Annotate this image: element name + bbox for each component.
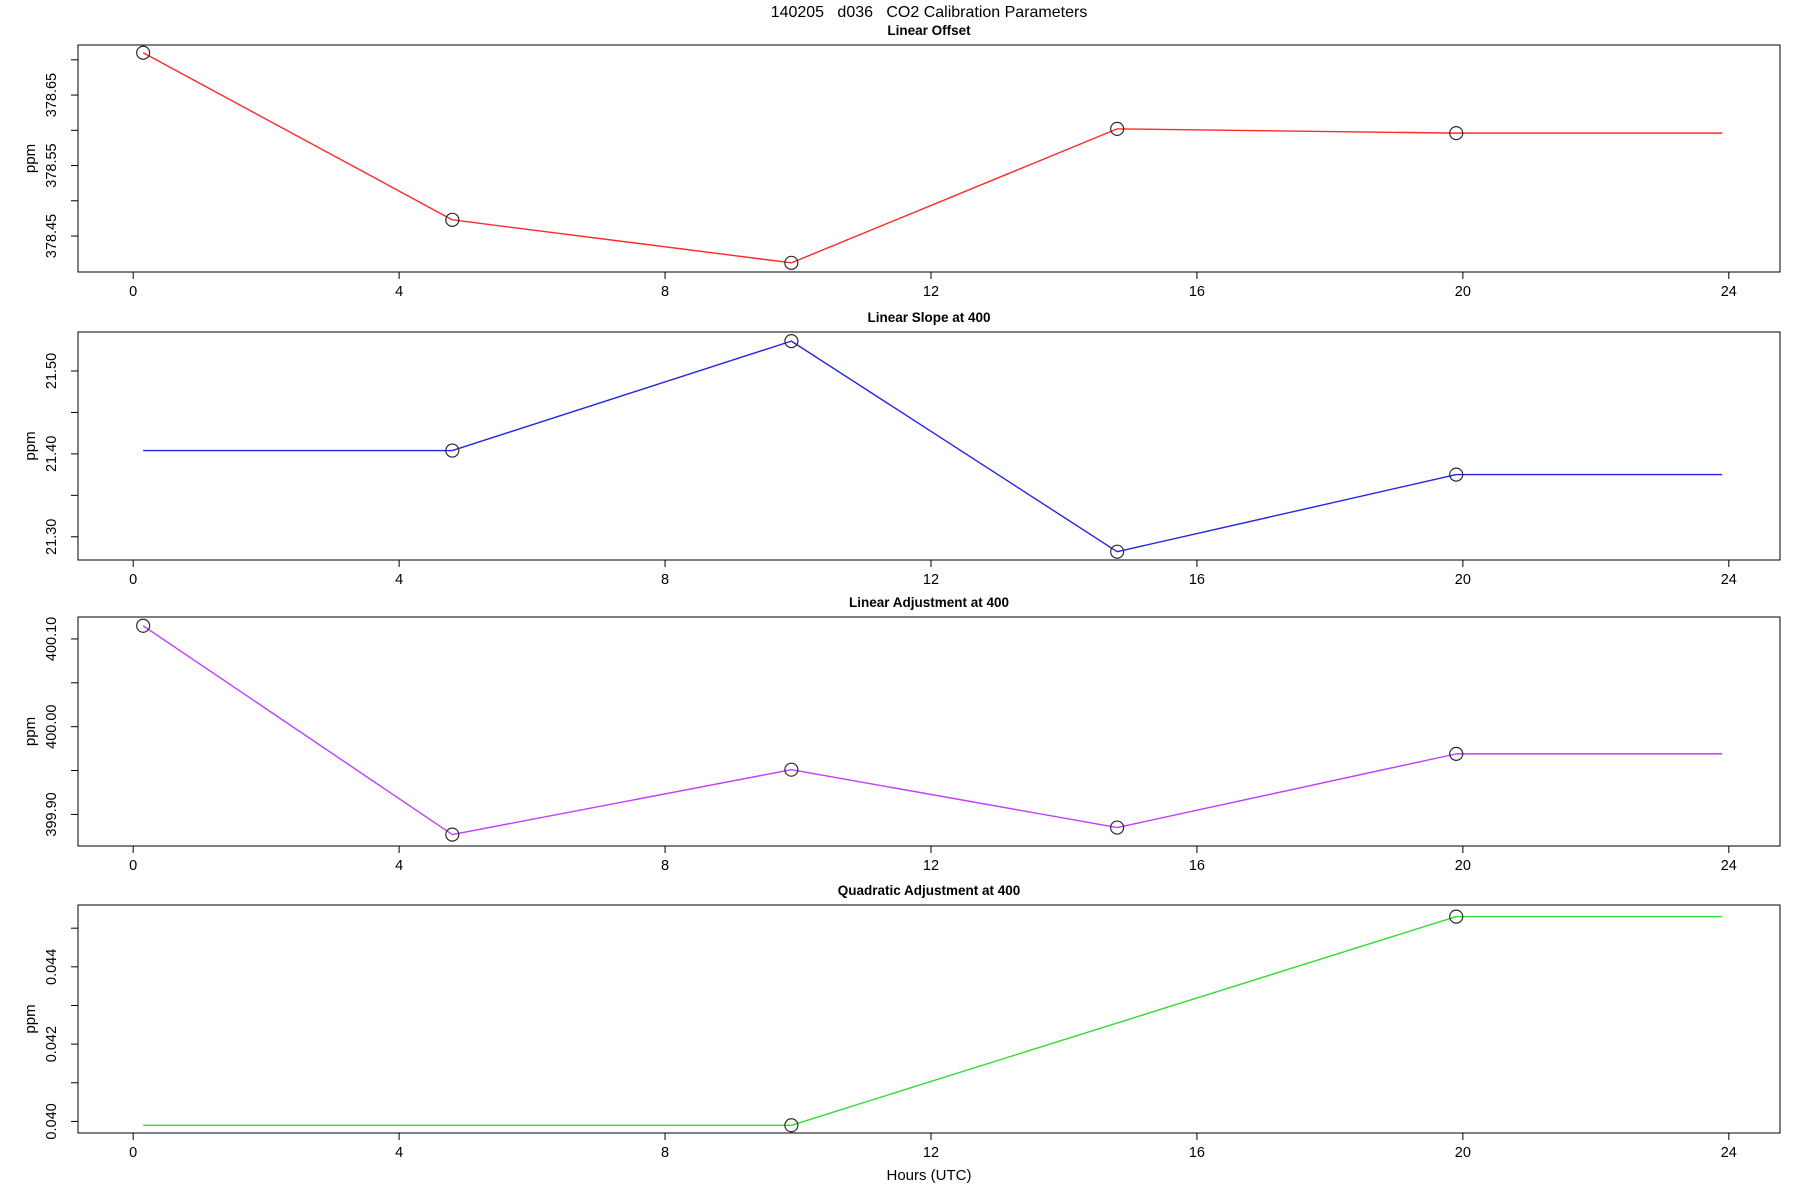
series-line (143, 915, 1723, 1126)
y-tick-label: 378.55 (44, 143, 60, 187)
y-tick-label: 0.040 (44, 1103, 60, 1139)
x-tick-label: 0 (129, 284, 137, 300)
panel-frame (77, 616, 1781, 847)
x-tick-label: 16 (1189, 572, 1205, 588)
x-tick-label: 16 (1189, 1145, 1205, 1161)
y-tick-label: 21.40 (44, 436, 60, 472)
panel-frame (77, 44, 1781, 273)
x-tick-label: 24 (1721, 1145, 1737, 1161)
data-point-marker (445, 827, 460, 842)
x-tick-label: 8 (661, 858, 669, 874)
x-tick-label: 12 (923, 1145, 939, 1161)
x-tick-label: 20 (1455, 858, 1471, 874)
x-tick-label: 4 (395, 284, 403, 300)
y-tick-label: 400.10 (44, 617, 60, 661)
x-tick-label: 4 (395, 572, 403, 588)
series-line (143, 340, 1723, 553)
data-point-marker (784, 762, 799, 777)
data-point-marker (1449, 746, 1464, 761)
x-tick-label: 12 (923, 284, 939, 300)
x-tick-label: 20 (1455, 284, 1471, 300)
y-tick-label: 400.00 (44, 704, 60, 748)
x-tick-label: 0 (129, 858, 137, 874)
data-point-marker (445, 443, 460, 458)
series-line (142, 52, 1723, 264)
x-tick-label: 12 (923, 572, 939, 588)
data-point-marker (136, 618, 151, 633)
data-point-marker (1449, 467, 1464, 482)
y-tick-label: 0.044 (44, 949, 60, 985)
data-point-marker (784, 334, 799, 349)
data-point-marker (136, 45, 151, 60)
y-axis-label: ppm (22, 431, 39, 460)
x-axis-label: Hours (UTC) (887, 1167, 972, 1184)
data-point-marker (1449, 909, 1464, 924)
data-point-marker (445, 212, 460, 227)
y-tick-label: 378.45 (44, 214, 60, 258)
data-point-marker (1449, 126, 1464, 141)
x-tick-label: 4 (395, 858, 403, 874)
panel-title: Linear Slope at 400 (867, 310, 990, 325)
x-tick-label: 16 (1189, 284, 1205, 300)
data-point-marker (1110, 820, 1125, 835)
y-tick-label: 21.50 (44, 353, 60, 389)
y-tick-label: 378.65 (44, 73, 60, 117)
x-tick-label: 0 (129, 1145, 137, 1161)
x-tick-label: 8 (661, 284, 669, 300)
y-axis-label: ppm (22, 717, 39, 746)
y-tick-label: 399.90 (44, 792, 60, 836)
series-line (142, 625, 1723, 836)
x-tick-label: 20 (1455, 572, 1471, 588)
x-tick-label: 4 (395, 1145, 403, 1161)
panel-title: Linear Offset (887, 23, 971, 38)
data-point-marker (1110, 121, 1125, 136)
panel-frame (77, 904, 1781, 1134)
data-point-marker (784, 255, 799, 270)
y-axis-label: ppm (22, 1004, 39, 1033)
y-axis-label: ppm (22, 144, 39, 173)
data-point-marker (784, 1118, 799, 1133)
x-tick-label: 24 (1721, 858, 1737, 874)
figure-title: 140205 d036 CO2 Calibration Parameters (770, 4, 1088, 21)
y-tick-label: 0.042 (44, 1026, 60, 1062)
data-point-marker (1110, 544, 1125, 559)
x-tick-label: 20 (1455, 1145, 1471, 1161)
x-tick-label: 8 (661, 1145, 669, 1161)
x-tick-label: 24 (1721, 572, 1737, 588)
x-tick-label: 0 (129, 572, 137, 588)
panel-title: Linear Adjustment at 400 (849, 595, 1009, 610)
x-tick-label: 8 (661, 572, 669, 588)
panel-title: Quadratic Adjustment at 400 (838, 883, 1021, 898)
x-tick-label: 16 (1189, 858, 1205, 874)
x-tick-label: 12 (923, 858, 939, 874)
x-tick-label: 24 (1721, 284, 1737, 300)
panel-frame (77, 331, 1781, 561)
y-tick-label: 21.30 (44, 519, 60, 555)
